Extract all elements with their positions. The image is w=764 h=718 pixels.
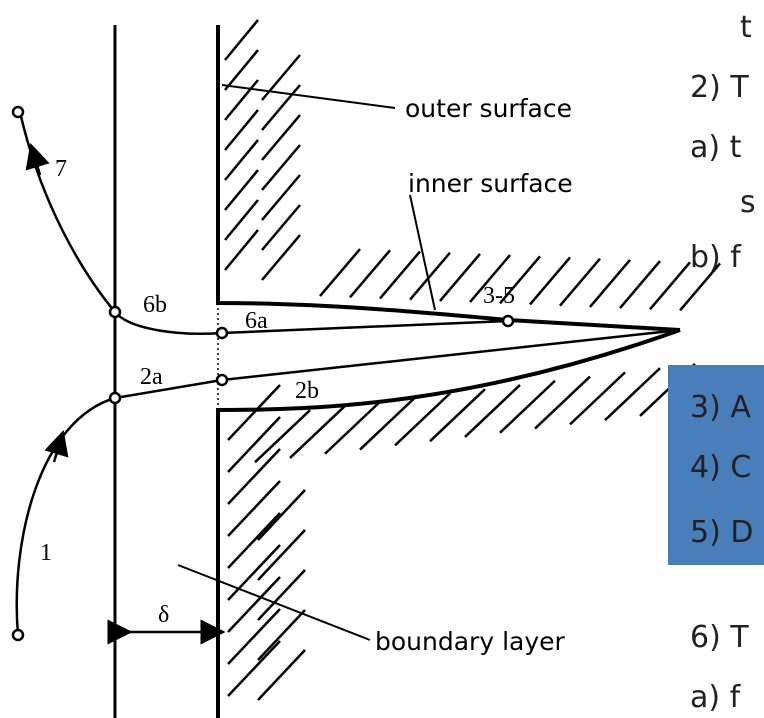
hatch-line xyxy=(224,79,259,121)
arrow xyxy=(44,430,69,463)
label: 7 xyxy=(55,156,67,182)
hatch-line xyxy=(261,54,301,101)
hatch-line xyxy=(604,367,661,422)
hatch-line xyxy=(679,262,721,312)
hatch-line xyxy=(499,255,541,305)
hatch-line xyxy=(224,109,259,151)
hatch-line xyxy=(224,139,259,181)
hatch-line xyxy=(261,144,301,191)
side-text: t xyxy=(740,10,752,45)
flow-in xyxy=(15,328,681,636)
leader xyxy=(177,564,371,641)
point xyxy=(215,373,229,387)
hatch-line xyxy=(224,199,259,241)
label: 3-5 xyxy=(483,283,515,309)
label: boundary layer xyxy=(375,627,566,656)
hatch-line xyxy=(261,204,301,251)
label: 6a xyxy=(245,308,268,334)
side-text: s xyxy=(740,185,756,220)
hatch-line xyxy=(589,259,631,308)
arrow xyxy=(25,143,50,176)
hatch-line xyxy=(559,257,601,307)
leader xyxy=(221,84,396,109)
hatch-line xyxy=(261,234,301,281)
hatch-line xyxy=(409,251,451,301)
hatch-line xyxy=(227,512,281,569)
hatch-line xyxy=(254,409,311,464)
highlight-box xyxy=(668,365,764,565)
hatch-line xyxy=(227,544,281,601)
hatch-line xyxy=(439,253,481,302)
hatch-line xyxy=(257,489,306,541)
hatch-line xyxy=(319,248,361,297)
hatch-line xyxy=(469,254,511,303)
hatch-line xyxy=(569,371,626,426)
label: 1 xyxy=(40,540,52,566)
point xyxy=(108,305,122,319)
label: 2a xyxy=(140,364,163,390)
hatch-line xyxy=(261,174,301,221)
hatch-line xyxy=(227,384,281,441)
label: inner surface xyxy=(408,169,573,198)
hatch-line xyxy=(359,396,416,451)
hatch-line xyxy=(649,261,691,311)
side-text: 6) T xyxy=(690,620,749,655)
hatch-line xyxy=(257,529,306,581)
hatch-line xyxy=(261,114,301,161)
label: 6b xyxy=(143,292,167,318)
hatch-line xyxy=(227,608,281,665)
hatch-line xyxy=(224,19,259,61)
side-text: 3) A xyxy=(690,390,751,425)
hatch-line xyxy=(227,576,281,633)
hatch-line xyxy=(324,400,381,455)
hatch-line xyxy=(257,649,306,701)
hatch-line xyxy=(257,609,306,661)
hatch-line xyxy=(619,260,661,309)
upper-wall xyxy=(216,25,681,332)
hatch-line xyxy=(289,405,346,459)
leader xyxy=(409,194,436,311)
hatch-line xyxy=(227,448,281,505)
hatch-line xyxy=(224,169,259,211)
hatch-line xyxy=(224,49,259,91)
point xyxy=(11,105,25,119)
hatch-line xyxy=(257,569,306,621)
hatch-line xyxy=(227,640,281,697)
side-text: 4) C xyxy=(690,450,751,485)
hatch-line xyxy=(529,256,571,306)
hatch-line xyxy=(534,375,591,430)
side-text: b) f xyxy=(690,240,742,275)
hatch-line xyxy=(227,480,281,537)
side-text: a) f xyxy=(690,680,742,715)
flow-out xyxy=(18,111,509,335)
point xyxy=(501,314,515,328)
hatch-line xyxy=(464,384,521,438)
label: 2b xyxy=(295,378,319,404)
side-text: a) t xyxy=(690,130,742,165)
side-text: 2) T xyxy=(690,70,749,105)
hatch-line xyxy=(429,388,486,443)
hatch-line xyxy=(349,249,391,299)
side-text: 5) D xyxy=(690,515,753,550)
points xyxy=(11,105,515,642)
hatching xyxy=(224,19,721,701)
hatch-line xyxy=(379,250,421,300)
hatch-line xyxy=(224,229,259,271)
point xyxy=(108,391,122,405)
hatch-line xyxy=(261,84,301,131)
hatch-line xyxy=(227,416,281,473)
hatch-line xyxy=(499,379,556,434)
hatch-line xyxy=(394,392,451,447)
label: outer surface xyxy=(405,94,572,123)
point xyxy=(11,628,25,642)
lower-wall xyxy=(216,328,681,718)
point xyxy=(215,326,229,340)
label: δ xyxy=(158,602,169,628)
